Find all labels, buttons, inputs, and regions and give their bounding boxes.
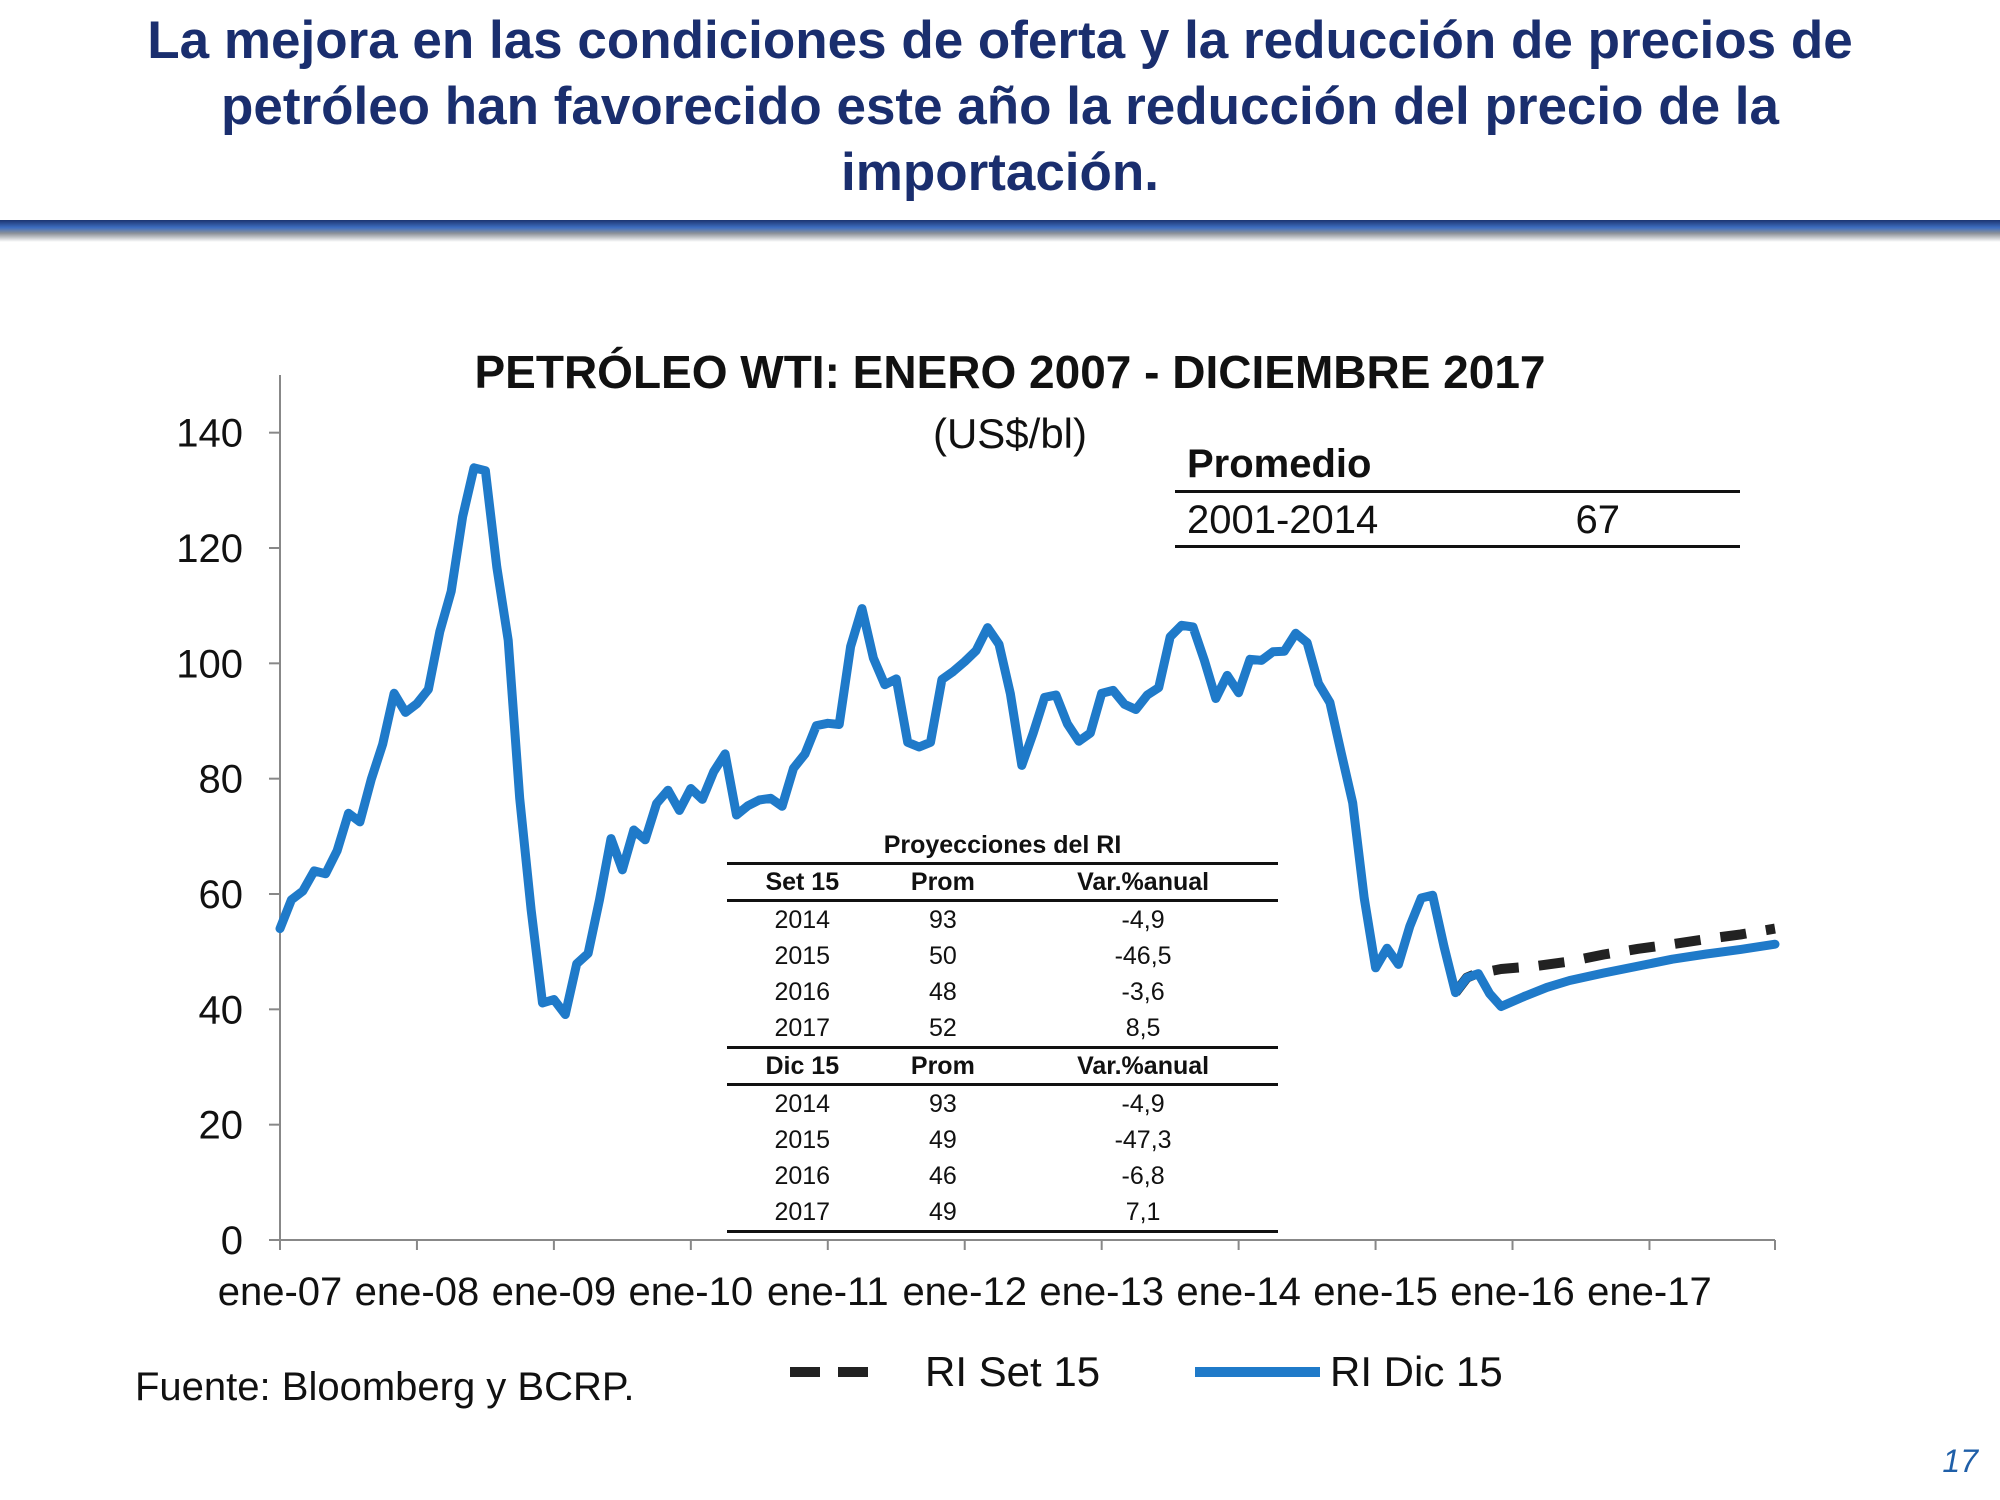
promedio-period: 2001-2014 bbox=[1175, 491, 1483, 548]
series-line-ri-dic-15 bbox=[275, 463, 1780, 1019]
legend: RI Set 15 RI Dic 15 bbox=[790, 1348, 1503, 1395]
legend-label-ri-set-15: RI Set 15 bbox=[925, 1348, 1100, 1395]
x-tick-label: ene-08 bbox=[355, 1270, 480, 1314]
projections-body: Set 15 Prom Var.%anual 2014 93 -4,9 2015 50 -46,… bbox=[727, 862, 1278, 1233]
projections-column-header: Var.%anual bbox=[1008, 862, 1278, 902]
y-tick-label: 100 bbox=[176, 642, 243, 686]
x-tick-label: ene-12 bbox=[902, 1270, 1027, 1314]
promedio-value: 67 bbox=[1482, 491, 1740, 548]
y-tick-label: 0 bbox=[221, 1219, 243, 1263]
x-tick-label: ene-10 bbox=[629, 1270, 754, 1314]
chart-title: PETRÓLEO WTI: ENERO 2007 - DICIEMBRE 201… bbox=[474, 346, 1545, 398]
legend-label-ri-dic-15: RI Dic 15 bbox=[1330, 1348, 1503, 1395]
source-note: Fuente: Bloomberg y BCRP. bbox=[135, 1365, 635, 1409]
y-tick-label: 60 bbox=[199, 873, 244, 917]
projections-column-header: Var.%anual bbox=[1008, 1046, 1278, 1086]
title-rule bbox=[0, 220, 2000, 242]
projections-row: 2017 52 8,5 bbox=[727, 1010, 1278, 1049]
title-rule-bar bbox=[0, 220, 2000, 242]
projections-cell: 93 bbox=[928, 1090, 957, 1118]
projections-cell: -47,3 bbox=[1114, 1126, 1172, 1154]
projections-header-row: Dic 15 Prom Var.%anual bbox=[727, 1046, 1278, 1086]
page-number: 17 bbox=[1942, 1443, 1978, 1479]
projections-cell: -3,6 bbox=[1121, 978, 1165, 1006]
series-layer bbox=[275, 463, 1780, 1019]
y-tick-label: 80 bbox=[199, 758, 244, 802]
projections-cell: -6,8 bbox=[1121, 1162, 1165, 1190]
projections-cell: 2016 bbox=[774, 978, 831, 1006]
projections-cell: 50 bbox=[928, 942, 957, 970]
projections-row: 2014 93 -4,9 bbox=[727, 1085, 1278, 1123]
projections-column-header: Prom bbox=[877, 862, 1009, 902]
projections-group-label: Set 15 bbox=[727, 862, 878, 902]
projections-table: Proyecciones del RI Set 15 Prom Var.%anual… bbox=[727, 828, 1278, 1233]
series-line-ri-set-15 bbox=[1451, 923, 1776, 996]
slide-title: La mejora en las condiciones de oferta y… bbox=[147, 11, 1853, 202]
projections-cell: 49 bbox=[877, 1194, 1009, 1233]
promedio-header-row: Promedio bbox=[1175, 440, 1740, 493]
projections-cell: 2014 bbox=[774, 1090, 831, 1118]
projections-cell: 2014 bbox=[774, 906, 831, 934]
projections-cell: 2016 bbox=[774, 1162, 831, 1190]
axes: 0 20 40 60 80 100 120 140 ene-07 ene-08 ene-09 ene-… bbox=[176, 375, 1776, 1314]
x-tick-label: ene-09 bbox=[492, 1270, 617, 1314]
projections-row: 2017 49 7,1 bbox=[727, 1194, 1278, 1233]
projections-cell: 8,5 bbox=[1008, 1010, 1278, 1049]
y-tick-label: 20 bbox=[199, 1104, 244, 1148]
promedio-table: Promedio 2001-2014 67 bbox=[1175, 440, 1740, 548]
x-tick-label: ene-17 bbox=[1587, 1270, 1712, 1314]
projections-cell: 52 bbox=[877, 1010, 1009, 1049]
projections-cell: -4,9 bbox=[1121, 1090, 1165, 1118]
projections-cell: 2017 bbox=[727, 1010, 878, 1049]
projections-row: 2015 50 -46,5 bbox=[727, 938, 1278, 974]
projections-row: 2016 48 -3,6 bbox=[727, 974, 1278, 1010]
projections-group-label: Dic 15 bbox=[727, 1046, 878, 1086]
projections-cell: 2015 bbox=[774, 942, 831, 970]
y-tick-label: 140 bbox=[176, 412, 243, 456]
projections-cell: 2015 bbox=[774, 1126, 831, 1154]
chart-title-group: PETRÓLEO WTI: ENERO 2007 - DICIEMBRE 201… bbox=[474, 346, 1545, 457]
projections-cell: 48 bbox=[928, 978, 957, 1006]
x-tick-label: ene-13 bbox=[1039, 1270, 1164, 1314]
x-tick-label: ene-15 bbox=[1313, 1270, 1438, 1314]
promedio-row: 2001-2014 67 bbox=[1175, 491, 1740, 548]
projections-row: 2014 93 -4,9 bbox=[727, 901, 1278, 939]
x-tick-label: ene-14 bbox=[1176, 1270, 1301, 1314]
projections-cell: 93 bbox=[928, 906, 957, 934]
projections-cell: 2017 bbox=[727, 1194, 878, 1233]
x-tick-label: ene-07 bbox=[218, 1270, 343, 1314]
y-tick-label: 120 bbox=[176, 527, 243, 571]
x-tick-label: ene-16 bbox=[1450, 1270, 1575, 1314]
projections-caption: Proyecciones del RI bbox=[883, 831, 1122, 859]
promedio-header: Promedio bbox=[1175, 440, 1740, 493]
chart-subtitle: (US$/bl) bbox=[933, 410, 1087, 457]
projections-cell: -46,5 bbox=[1114, 942, 1172, 970]
projections-row: 2015 49 -47,3 bbox=[727, 1122, 1278, 1158]
x-tick-label: ene-11 bbox=[767, 1270, 889, 1314]
y-tick-label: 40 bbox=[199, 988, 244, 1032]
projections-cell: 49 bbox=[928, 1126, 957, 1154]
projections-cell: -4,9 bbox=[1121, 906, 1165, 934]
projections-header-row: Set 15 Prom Var.%anual bbox=[727, 862, 1278, 902]
projections-column-header: Prom bbox=[877, 1046, 1009, 1086]
projections-row: 2016 46 -6,8 bbox=[727, 1158, 1278, 1194]
projections-cell: 7,1 bbox=[1008, 1194, 1278, 1233]
projections-cell: 46 bbox=[928, 1162, 957, 1190]
